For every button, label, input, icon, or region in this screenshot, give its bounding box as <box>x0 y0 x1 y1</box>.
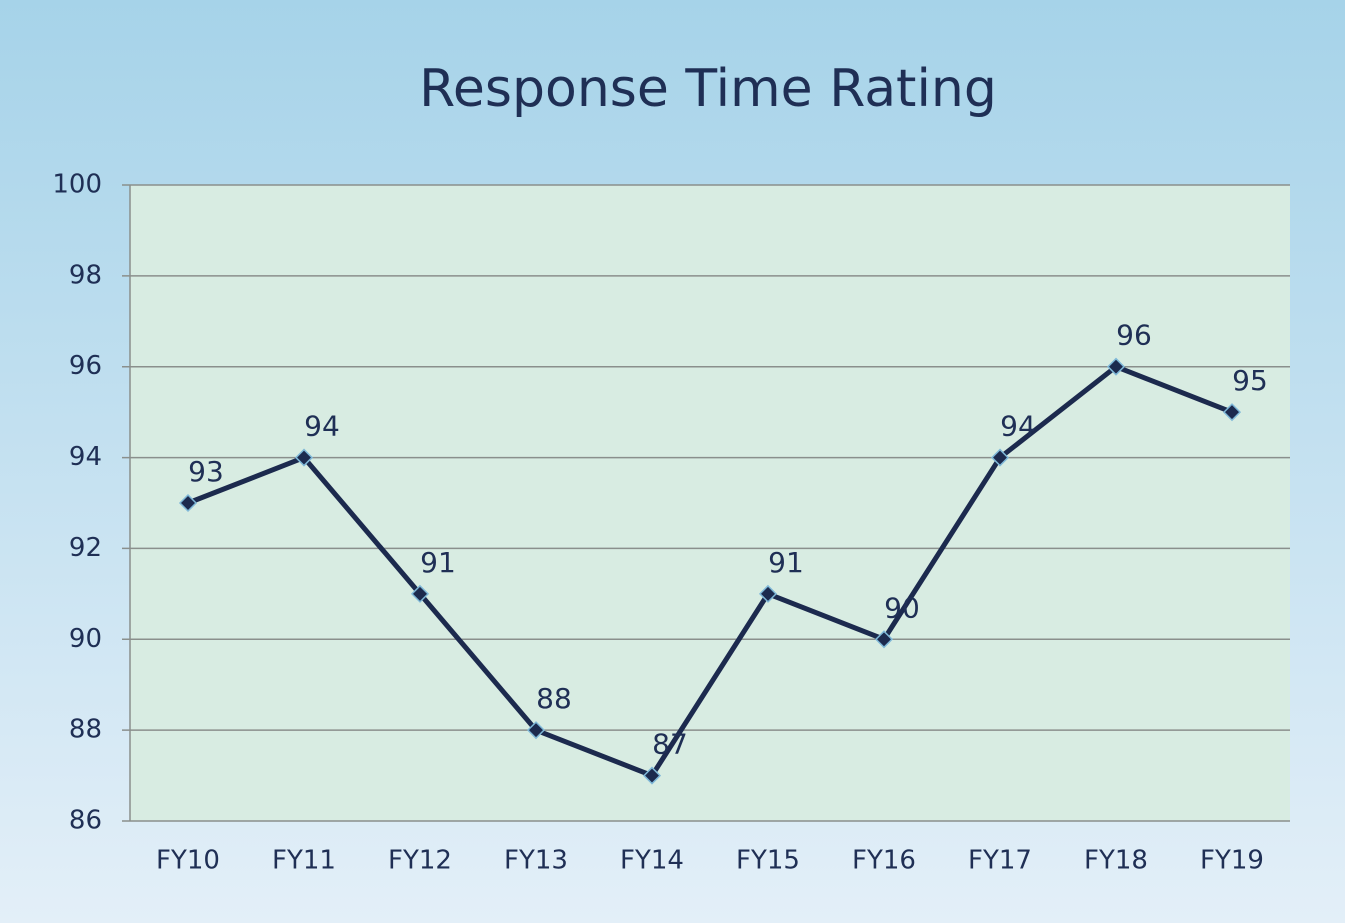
y-tick-label: 94 <box>69 442 102 472</box>
data-label: 94 <box>1000 410 1036 443</box>
data-label: 94 <box>304 410 340 443</box>
data-label: 90 <box>884 591 920 624</box>
chart-title: Response Time Rating <box>419 59 997 119</box>
marker <box>1106 357 1126 376</box>
marker <box>642 766 662 785</box>
marker <box>526 721 546 740</box>
y-tick-label: 88 <box>69 715 102 745</box>
y-tick-label: 90 <box>69 624 102 654</box>
x-tick-label: FY12 <box>388 846 452 876</box>
x-tick-label: FY11 <box>272 846 336 876</box>
x-tick-label: FY17 <box>968 846 1032 876</box>
x-tick-label: FY16 <box>852 846 916 876</box>
x-tick-label: FY10 <box>156 846 220 876</box>
y-tick-label: 92 <box>69 533 102 563</box>
data-label: 93 <box>188 455 224 488</box>
marker <box>990 448 1010 467</box>
data-label: 91 <box>420 546 456 579</box>
marker <box>178 493 198 513</box>
x-tick-label: FY19 <box>1200 846 1264 876</box>
x-tick-label: FY18 <box>1084 846 1148 876</box>
marker <box>410 584 430 603</box>
x-tick-label: FY15 <box>736 846 800 876</box>
marker <box>874 630 894 649</box>
data-label: 91 <box>768 546 804 579</box>
plot-area <box>130 185 1290 821</box>
x-tick-label: FY14 <box>620 846 684 876</box>
y-tick-label: 100 <box>52 170 102 200</box>
data-label: 96 <box>1116 319 1152 352</box>
data-label: 87 <box>652 728 688 761</box>
line <box>187 364 1233 779</box>
marker <box>294 448 314 467</box>
data-label: 95 <box>1232 364 1268 397</box>
y-tick-label: 96 <box>69 351 102 381</box>
data-label: 88 <box>536 682 572 715</box>
y-tick-label: 98 <box>69 260 102 290</box>
marker <box>758 584 778 603</box>
y-tick-label: 86 <box>69 806 102 836</box>
marker <box>1222 403 1242 422</box>
x-tick-label: FY13 <box>504 846 568 876</box>
